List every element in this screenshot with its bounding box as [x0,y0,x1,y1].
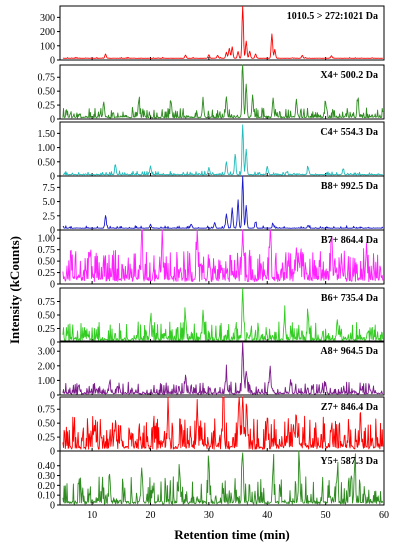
panel-label: X4+ 500.2 Da [320,70,378,81]
y-tick-label: 0.25 [38,101,56,112]
y-tick-label: 0.30 [38,471,56,482]
panel-6: 0 0.25 0.50 0.75 B6+ 735.4 Da [38,287,385,349]
y-tick-label: 0 [50,172,55,183]
panel-frame [59,64,385,120]
x-axis-title: Retention time (min) [174,527,290,542]
panel-frame [59,450,385,506]
y-tick-label: 0.50 [38,419,56,430]
series-trace [62,341,384,395]
panel-label: A8+ 964.5 Da [320,346,378,357]
panel-label: B6+ 735.4 Da [321,293,378,304]
panel-frame [59,340,385,396]
y-tick-label: 0.75 [38,405,56,416]
x-tick-label: 50 [321,510,331,521]
series-trace [62,5,383,59]
panel-label: B8+ 992.5 Da [321,181,378,192]
panel-3: 0 0.50 1.00 1.50 C4+ 554.3 Da [38,121,385,183]
series-trace [62,64,384,119]
series-trace [62,396,384,450]
series-trace [62,175,384,229]
panel-frame [59,5,385,61]
y-tick-label: 0.40 [38,461,56,472]
series-trace [62,450,384,505]
panel-label: C4+ 554.3 Da [320,127,378,138]
x-tick-label: 10 [87,510,97,521]
y-tick-label: 0 [50,280,55,291]
y-tick-label: 5.0 [43,197,56,208]
y-tick-label: 2.00 [38,361,56,372]
x-tick-label: 30 [204,510,214,521]
panel-9: 00.100.200.300.40 Y5+ 587.3 Da [38,450,385,512]
y-tick-label: 200 [40,27,55,38]
y-tick-label: 0.10 [38,491,56,502]
series-trace [62,229,384,283]
y-tick-label: 1.00 [38,143,56,154]
panel-8: 0 0.25 0.50 0.75 Z7+ 846.4 Da [38,396,385,458]
y-tick-label: 0 [50,501,55,512]
y-tick-label: 0 [50,391,55,402]
panel-5: 00.250.500.751.00 B7+ 864.4 Da [38,229,385,291]
panel-label: 1010.5 > 272:1021 Da [287,11,378,22]
y-tick-label: 0.25 [38,433,56,444]
x-tick-label: 60 [379,510,389,521]
y-tick-label: 0.50 [38,257,56,268]
y-tick-label: 0 [50,115,55,126]
y-tick-label: 2.5 [43,211,56,222]
x-tick-label: 20 [145,510,155,521]
y-tick-label: 0.25 [38,268,56,279]
panel-label: B7+ 864.4 Da [321,235,378,246]
y-tick-label: 0.20 [38,481,56,492]
y-tick-label: 0.50 [38,157,56,168]
y-tick-label: 0 [50,56,55,67]
y-tick-label: 1.00 [38,234,56,245]
y-axis-title: Intensity (kCounts) [7,236,22,344]
y-tick-label: 0.50 [38,87,56,98]
y-tick-label: 0.75 [38,245,56,256]
series-trace [62,288,384,342]
y-tick-label: 0.75 [38,73,56,84]
panel-frame [59,229,385,285]
y-tick-label: 1.00 [38,376,56,387]
panel-7: 0 1.00 2.00 3.00 A8+ 964.5 Da [38,340,385,402]
panel-2: 0 0.25 0.50 0.75 X4+ 500.2 Da [38,64,385,126]
y-tick-label: 7.5 [43,183,56,194]
y-tick-label: 0 [50,447,55,458]
y-tick-label: 0.75 [38,297,56,308]
y-tick-label: 3.00 [38,347,56,358]
y-tick-label: 0 [50,338,55,349]
x-tick-label: 40 [262,510,272,521]
y-tick-label: 100 [40,41,55,52]
panel-4: 0 2.5 5.0 7.5 B8+ 992.5 Da [43,175,385,237]
panel-label: Z7+ 846.4 Da [321,402,378,413]
panel-1: 0 100 200 300 1010.5 > 272:1021 Da [40,5,385,67]
y-tick-label: 0.50 [38,311,56,322]
panel-label: Y5+ 587.3 Da [320,456,378,467]
series-trace [62,124,383,176]
y-tick-label: 300 [40,13,55,24]
y-tick-label: 1.50 [38,129,56,140]
y-tick-label: 0 [50,226,55,237]
y-tick-label: 0.25 [38,324,56,335]
